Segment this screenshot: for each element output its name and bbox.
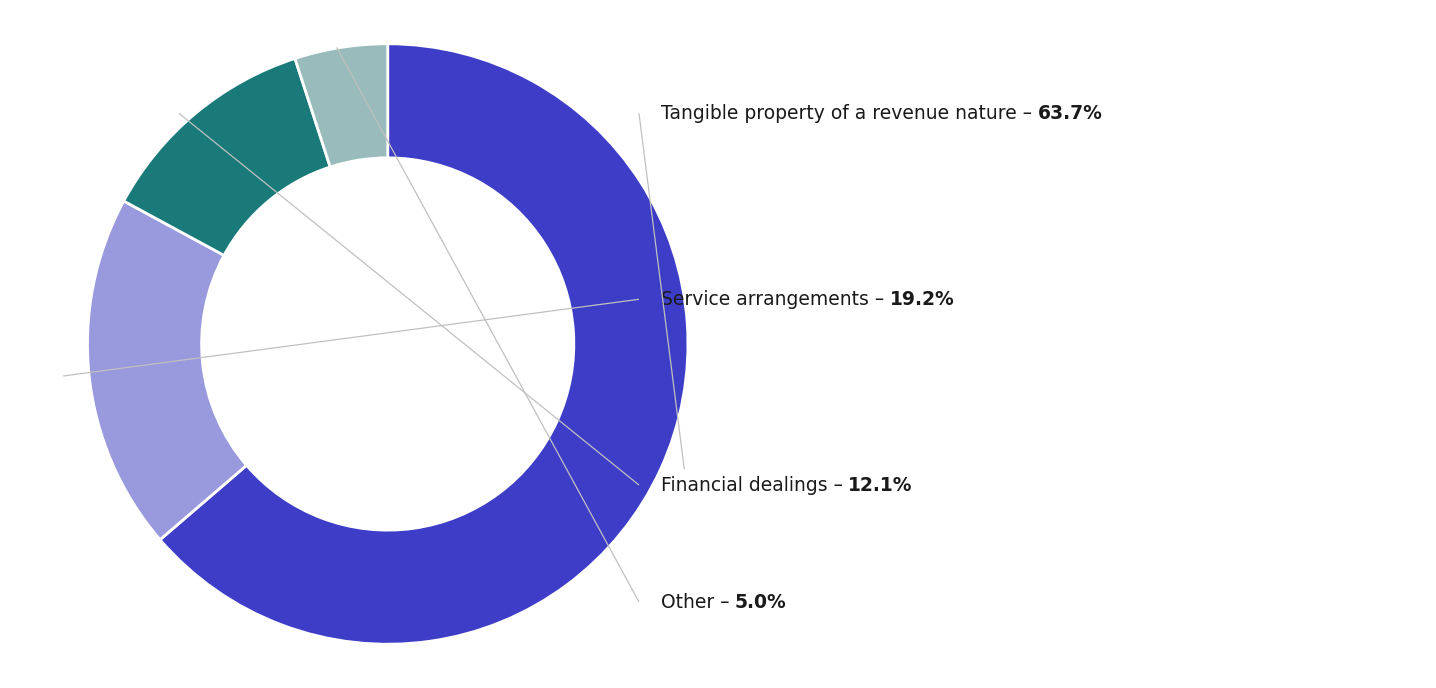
Wedge shape <box>294 44 388 167</box>
Text: 63.7%: 63.7% <box>1038 104 1103 123</box>
Wedge shape <box>88 201 247 539</box>
Wedge shape <box>159 44 688 644</box>
Text: 12.1%: 12.1% <box>849 475 913 495</box>
Wedge shape <box>123 58 330 255</box>
Text: Service arrangements –: Service arrangements – <box>661 290 890 309</box>
Text: Tangible property of a revenue nature –: Tangible property of a revenue nature – <box>661 104 1038 123</box>
Text: Other –: Other – <box>661 592 735 612</box>
Text: Financial dealings –: Financial dealings – <box>661 475 849 495</box>
Text: 19.2%: 19.2% <box>890 290 955 309</box>
Text: 5.0%: 5.0% <box>735 592 787 612</box>
